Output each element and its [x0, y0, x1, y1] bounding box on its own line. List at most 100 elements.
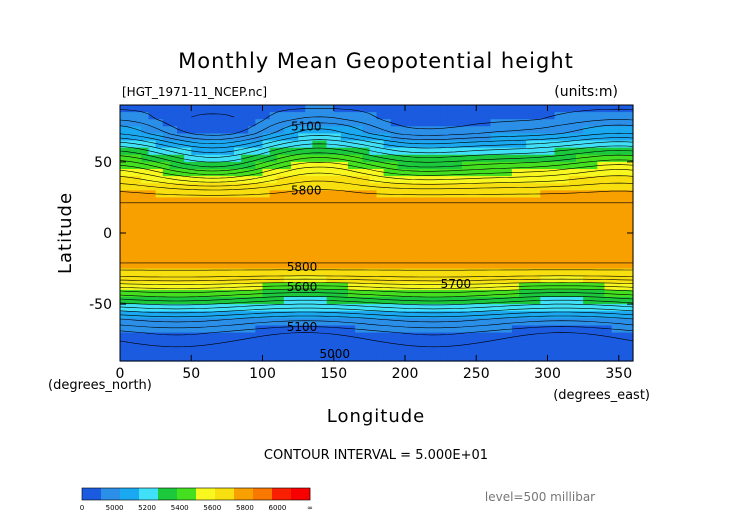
heatmap-cell	[376, 161, 385, 170]
heatmap-cell	[540, 282, 549, 291]
heatmap-cell	[533, 247, 541, 255]
heatmap-cell	[312, 105, 321, 113]
heatmap-cell	[383, 339, 392, 348]
heatmap-cell	[326, 318, 335, 327]
heatmap-cell	[568, 289, 577, 298]
heatmap-cell	[604, 140, 613, 149]
heatmap-cell	[340, 304, 349, 312]
heatmap-cell	[198, 147, 207, 156]
heatmap-cell	[412, 353, 420, 362]
heatmap-cell	[269, 240, 278, 248]
x-tick-label: 200	[392, 366, 419, 382]
heatmap-cell	[597, 268, 606, 277]
heatmap-cell	[155, 204, 164, 213]
heatmap-cell	[412, 268, 420, 277]
heatmap-cell	[426, 190, 435, 199]
heatmap-cell	[283, 240, 292, 248]
heatmap-cell	[618, 126, 627, 135]
heatmap-cell	[362, 304, 370, 312]
heatmap-cell	[326, 304, 335, 312]
heatmap-cell	[590, 183, 598, 191]
heatmap-cell	[276, 112, 285, 120]
heatmap-cell	[184, 268, 192, 277]
heatmap-cell	[219, 261, 228, 270]
heatmap-cell	[618, 176, 627, 184]
heatmap-cell	[561, 240, 570, 248]
heatmap-cell	[490, 161, 499, 170]
heatmap-cell	[262, 346, 271, 355]
heatmap-cell	[205, 197, 214, 206]
heatmap-cell	[540, 176, 549, 184]
heatmap-cell	[120, 105, 128, 113]
heatmap-cell	[568, 297, 577, 305]
heatmap-cell	[241, 133, 249, 142]
heatmap-cell	[312, 353, 321, 362]
heatmap-cell	[355, 147, 363, 156]
heatmap-cell	[597, 297, 606, 305]
heatmap-cell	[483, 112, 492, 120]
heatmap-cell	[376, 176, 385, 184]
heatmap-cell	[426, 233, 435, 241]
heatmap-cell	[205, 346, 214, 355]
heatmap-cell	[234, 119, 242, 127]
heatmap-cell	[568, 325, 577, 334]
heatmap-cell	[519, 183, 527, 191]
heatmap-cell	[412, 233, 420, 241]
heatmap-cell	[362, 204, 370, 213]
heatmap-cell	[184, 311, 192, 319]
heatmap-cell	[540, 119, 549, 127]
heatmap-cell	[283, 297, 292, 305]
heatmap-cell	[333, 140, 342, 149]
heatmap-cell	[191, 140, 199, 149]
heatmap-cell	[576, 112, 584, 120]
heatmap-cell	[348, 353, 356, 362]
heatmap-cell	[333, 169, 342, 177]
heatmap-cell	[348, 154, 356, 163]
heatmap-cell	[554, 318, 563, 327]
heatmap-cell	[141, 325, 150, 334]
heatmap-cell	[576, 240, 584, 248]
heatmap-cell	[511, 268, 520, 277]
heatmap-cell	[376, 297, 385, 305]
heatmap-cell	[148, 140, 157, 149]
heatmap-cell	[262, 225, 271, 234]
heatmap-cell	[177, 325, 185, 334]
heatmap-cell	[127, 275, 135, 284]
heatmap-cell	[191, 240, 199, 248]
heatmap-cell	[504, 318, 513, 327]
heatmap-cell	[390, 240, 399, 248]
heatmap-cell	[526, 311, 534, 319]
heatmap-cell	[540, 346, 549, 355]
heatmap-cell	[604, 204, 613, 213]
heatmap-cell	[169, 147, 178, 156]
heatmap-cell	[184, 126, 192, 135]
heatmap-cell	[298, 247, 306, 255]
heatmap-cell	[326, 346, 335, 355]
heatmap-cell	[519, 346, 527, 355]
heatmap-cell	[469, 133, 477, 142]
heatmap-cell	[255, 297, 264, 305]
heatmap-cell	[519, 218, 527, 227]
heatmap-cell	[625, 112, 634, 120]
heatmap-cell	[604, 183, 613, 191]
heatmap-cell	[447, 112, 456, 120]
heatmap-cell	[462, 311, 470, 319]
heatmap-cell	[397, 126, 406, 135]
heatmap-cell	[597, 133, 606, 142]
heatmap-cell	[511, 112, 520, 120]
heatmap-cell	[526, 218, 534, 227]
y-axis: 500-50	[89, 155, 633, 313]
heatmap-cell	[511, 133, 520, 142]
heatmap-cell	[355, 240, 363, 248]
heatmap-cell	[226, 105, 235, 113]
heatmap-cell	[519, 211, 527, 220]
heatmap-cell	[262, 247, 271, 255]
heatmap-cell	[533, 161, 541, 170]
heatmap-cell	[134, 112, 142, 120]
heatmap-cell	[205, 147, 214, 156]
heatmap-cell	[177, 190, 185, 199]
heatmap-cell	[483, 254, 492, 263]
heatmap-cell	[369, 318, 378, 327]
heatmap-cell	[198, 254, 207, 263]
contour-label: 5000	[320, 347, 351, 361]
